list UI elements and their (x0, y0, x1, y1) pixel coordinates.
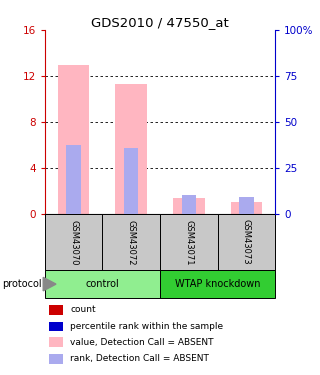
Bar (239, 197, 253, 214)
Bar (160, 270, 275, 298)
Bar (49, 338, 63, 347)
Text: protocol: protocol (2, 279, 42, 289)
Bar (124, 148, 138, 214)
Text: GSM43070: GSM43070 (69, 219, 78, 265)
Bar (102, 214, 160, 270)
Bar (49, 354, 63, 364)
Bar (218, 214, 275, 270)
Bar (160, 214, 218, 270)
Text: WTAP knockdown: WTAP knockdown (175, 279, 260, 289)
Text: GSM43073: GSM43073 (242, 219, 251, 265)
Bar (49, 322, 63, 332)
Bar (181, 195, 196, 214)
Bar (45, 270, 160, 298)
Text: control: control (85, 279, 119, 289)
Text: percentile rank within the sample: percentile rank within the sample (70, 322, 223, 331)
Bar (49, 305, 63, 315)
Polygon shape (43, 278, 56, 291)
Bar (230, 202, 262, 214)
Title: GDS2010 / 47550_at: GDS2010 / 47550_at (91, 16, 229, 29)
Bar (115, 84, 147, 214)
Bar (58, 64, 90, 214)
Text: count: count (70, 305, 96, 314)
Text: rank, Detection Call = ABSENT: rank, Detection Call = ABSENT (70, 354, 209, 363)
Text: GSM43072: GSM43072 (127, 219, 136, 265)
Text: GSM43071: GSM43071 (184, 219, 193, 265)
Bar (45, 214, 102, 270)
Text: value, Detection Call = ABSENT: value, Detection Call = ABSENT (70, 338, 214, 346)
Bar (173, 198, 205, 214)
Bar (67, 145, 81, 214)
